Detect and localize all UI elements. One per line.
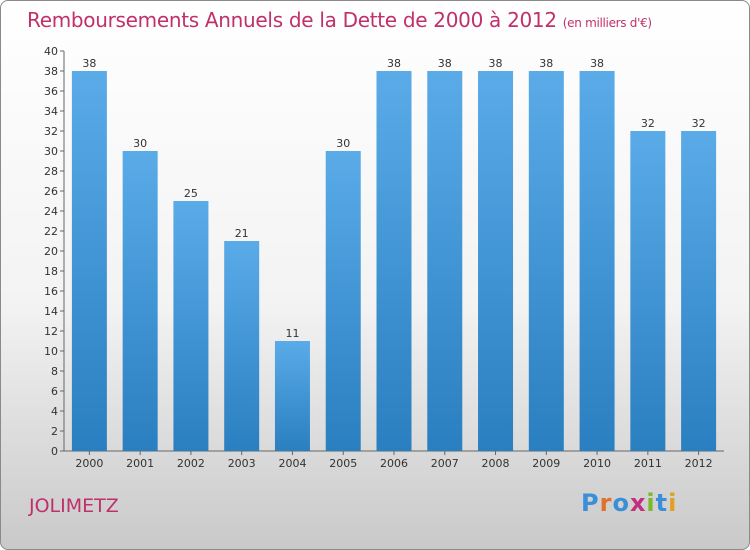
y-tick-label: 26 [44,185,58,198]
y-tick-label: 4 [51,405,58,418]
logo-letter: x [629,489,647,517]
x-tick-label: 2005 [329,457,357,470]
y-tick-label: 0 [51,445,58,458]
logo-letter: P [581,489,600,517]
y-tick-label: 16 [44,285,58,298]
bar [528,71,564,451]
bar [224,241,260,451]
bar-value-label: 32 [692,117,706,130]
x-tick-label: 2008 [482,457,510,470]
x-tick-label: 2003 [228,457,256,470]
y-tick-label: 40 [44,45,58,58]
bar [71,71,107,451]
y-tick-label: 28 [44,165,58,178]
logo-letter: o [612,489,630,517]
y-tick-label: 32 [44,125,58,138]
bar-value-label: 38 [539,57,553,70]
bar-value-label: 25 [184,187,198,200]
bar [274,341,310,451]
chart-unit: (en milliers d'€) [562,16,652,30]
logo-letter: i [668,489,678,517]
y-tick-label: 22 [44,225,58,238]
proxiti-logo: Proxiti [581,489,677,517]
y-tick-label: 38 [44,65,58,78]
bar [427,71,463,451]
bar [122,151,158,451]
bar [325,151,361,451]
bar-value-label: 38 [82,57,96,70]
city-name: JOLIMETZ [29,495,119,517]
bar [376,71,412,451]
y-tick-label: 8 [51,365,58,378]
bar-value-label: 38 [590,57,604,70]
bar [173,201,209,451]
y-tick-label: 10 [44,345,58,358]
x-tick-label: 2012 [685,457,713,470]
x-tick-label: 2002 [177,457,205,470]
logo-letter: t [655,489,669,517]
y-tick-label: 18 [44,265,58,278]
bar-value-label: 21 [235,227,249,240]
x-tick-label: 2000 [75,457,103,470]
logo-letter: i [646,489,656,517]
y-tick-label: 20 [44,245,58,258]
logo-letter: r [599,489,613,517]
y-tick-label: 36 [44,85,58,98]
chart-title: Remboursements Annuels de la Dette de 20… [27,8,652,32]
bar [681,131,717,451]
y-tick-label: 2 [51,425,58,438]
bar-value-label: 32 [641,117,655,130]
y-tick-label: 14 [44,305,58,318]
bar [579,71,615,451]
y-tick-label: 24 [44,205,58,218]
x-tick-label: 2001 [126,457,154,470]
x-tick-label: 2004 [278,457,306,470]
bar-value-label: 11 [285,327,299,340]
x-tick-label: 2007 [431,457,459,470]
bar [478,71,514,451]
x-tick-label: 2009 [532,457,560,470]
bar-value-label: 38 [387,57,401,70]
y-tick-label: 6 [51,385,58,398]
y-tick-label: 34 [44,105,58,118]
x-tick-label: 2011 [634,457,662,470]
chart-title-text: Remboursements Annuels de la Dette de 20… [27,8,557,32]
x-tick-label: 2010 [583,457,611,470]
x-tick-label: 2006 [380,457,408,470]
bar-value-label: 38 [438,57,452,70]
y-tick-label: 12 [44,325,58,338]
bar-value-label: 30 [133,137,147,150]
bar-value-label: 30 [336,137,350,150]
bar-value-label: 38 [489,57,503,70]
y-tick-label: 30 [44,145,58,158]
bar [630,131,666,451]
